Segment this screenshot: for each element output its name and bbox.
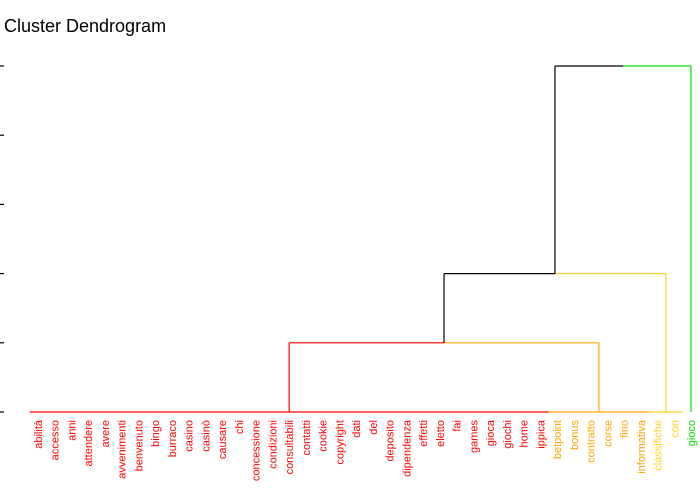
- leaf-label: condizioni: [267, 420, 279, 469]
- leaf-label: del: [368, 420, 380, 435]
- dendrogram-branches: [29, 65, 692, 413]
- leaf-label: concessione: [251, 420, 263, 481]
- leaf-label: dipendenza: [401, 419, 413, 477]
- leaf-label: bingo: [150, 420, 162, 447]
- leaf-label: corse: [602, 420, 614, 447]
- leaf-label: ippica: [535, 419, 547, 449]
- leaf-label: casinò: [200, 420, 212, 452]
- leaf-label: burraco: [167, 420, 179, 457]
- leaf-label: informativa: [636, 419, 648, 474]
- leaf-label: avere: [100, 420, 112, 448]
- leaf-label: dati: [351, 420, 363, 438]
- leaf-label: con: [669, 420, 681, 438]
- leaf-label: copyright: [334, 420, 346, 465]
- leaf-label: giochi: [502, 420, 514, 449]
- leaf-label: gioca: [485, 419, 497, 446]
- leaf-label: classifiche: [653, 420, 665, 471]
- leaf-label: chi: [234, 420, 246, 434]
- chart-title: Cluster Dendrogram: [4, 16, 167, 36]
- leaf-label: causare: [217, 420, 229, 459]
- leaf-label: effetti: [418, 420, 430, 447]
- leaf-label: betpoint: [552, 420, 564, 459]
- leaf-label: attendere: [83, 420, 95, 466]
- leaf-label: eletto: [435, 420, 447, 447]
- leaf-label: contratto: [586, 420, 598, 463]
- leaf-label: anni: [66, 420, 78, 441]
- leaf-label: abilità: [33, 419, 45, 449]
- y-axis: [0, 65, 4, 413]
- leaf-label: avvenimenti: [117, 420, 129, 479]
- leaf-labels: abilità accesso anni attendere avere avvenime…: [33, 419, 698, 481]
- leaf-label: fino: [619, 420, 631, 438]
- leaf-label: casino: [184, 420, 196, 452]
- leaf-label: deposito: [385, 420, 397, 462]
- leaf-label: home: [519, 420, 531, 448]
- leaf-label: benvenuto: [133, 420, 145, 471]
- leaf-label: accesso: [50, 420, 62, 460]
- leaf-label: cookie: [318, 420, 330, 452]
- leaf-label: bonus: [569, 420, 581, 450]
- leaf-label: gioco: [686, 420, 698, 446]
- leaf-label: games: [468, 420, 480, 454]
- leaf-label: consultabili: [284, 420, 296, 474]
- leaf-label: fai: [452, 420, 464, 432]
- leaf-label: contatti: [301, 420, 313, 455]
